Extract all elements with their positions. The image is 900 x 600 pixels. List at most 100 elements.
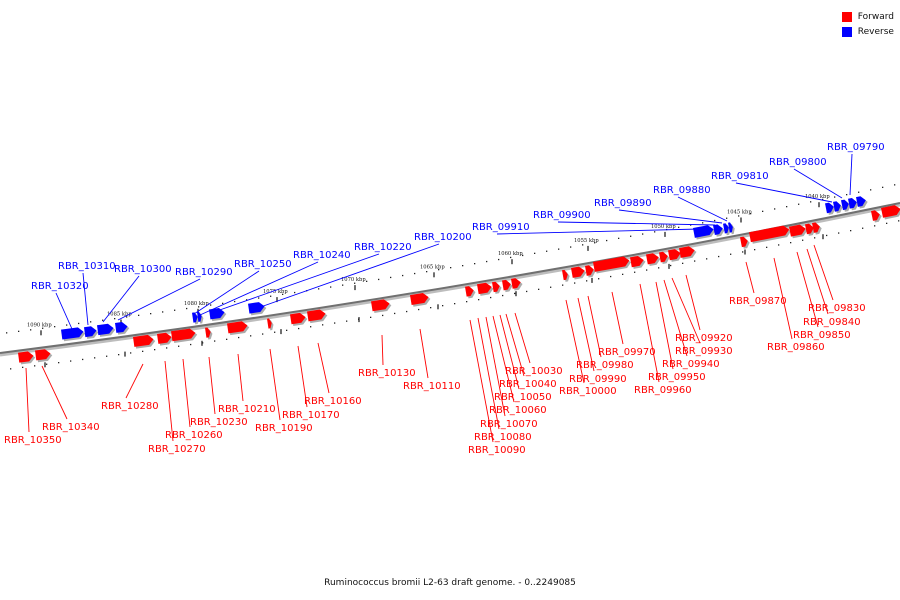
leader-line-reverse: [496, 228, 701, 235]
gene-arrow-reverse: [848, 198, 859, 211]
gene-body: [841, 199, 849, 211]
gene-label-forward: RBR_10280: [101, 401, 159, 412]
ruler-dot-top: [330, 286, 332, 288]
gene-body: [740, 236, 748, 248]
ruler-dot-top: [498, 258, 500, 261]
ruler-dot-top: [786, 206, 788, 208]
ruler-dot-bottom: [406, 310, 408, 313]
leader-line-forward: [587, 295, 602, 358]
leader-line-forward: [269, 348, 281, 421]
gene-body: [171, 328, 196, 342]
gene-arrow-forward: [410, 292, 431, 307]
gene-body: [728, 222, 733, 233]
ruler-dot-bottom: [766, 246, 768, 248]
gene-label-reverse: RBR_09900: [533, 210, 591, 221]
ruler-dot-bottom: [478, 299, 480, 301]
leader-lines: [25, 153, 853, 443]
ruler-dot-bottom: [550, 286, 552, 288]
gene-body: [209, 308, 225, 320]
leader-line-forward: [164, 360, 174, 442]
leader-line-forward: [237, 353, 244, 402]
gene-arrow-reverse: [728, 222, 735, 235]
gene-arrow-forward: [659, 251, 670, 265]
gene-arrow-forward: [881, 205, 900, 220]
gene-arrow-forward: [502, 279, 513, 293]
ruler-dot-bottom: [442, 305, 444, 307]
gene-arrow-forward: [307, 309, 328, 324]
ruler-dot-top: [378, 278, 380, 281]
ruler-dot-top: [66, 324, 68, 326]
gene-body: [157, 332, 172, 344]
gene-label-forward: RBR_09990: [569, 374, 627, 385]
ruler-dot-bottom: [34, 365, 36, 367]
gene-arrow-reverse: [197, 311, 204, 324]
leader-line-forward: [499, 314, 520, 390]
gene-arrow-forward: [171, 328, 198, 343]
leader-line-forward: [685, 274, 701, 331]
gene-label-forward: RBR_10080: [474, 432, 532, 443]
legend-reverse-label: Reverse: [857, 26, 894, 37]
ruler-dot-top: [798, 203, 800, 205]
ruler-dot-top: [738, 215, 740, 217]
gene-label-forward: RBR_09950: [648, 372, 706, 383]
leader-line-reverse: [82, 272, 89, 326]
ruler-dot-bottom: [142, 350, 144, 352]
ruler-dot-top: [810, 201, 812, 203]
ruler-dot-bottom: [22, 366, 24, 368]
ruler-dot-top: [90, 321, 92, 323]
gene-label-reverse: RBR_10220: [354, 242, 412, 253]
gene-arrow-forward: [492, 281, 502, 294]
tick-label: 1085 kbp: [107, 312, 132, 318]
gene-arrow-reverse: [841, 199, 851, 212]
ruler-dot-top: [714, 219, 716, 222]
ruler-dot-top: [18, 330, 20, 332]
leader-line-forward: [745, 261, 755, 294]
gene-body: [871, 210, 880, 221]
ruler-dot-top: [726, 217, 728, 219]
ruler-dot-bottom: [394, 312, 396, 315]
leader-line-reverse: [102, 275, 140, 323]
legend-forward: Forward: [841, 9, 894, 24]
ruler-dot-top: [594, 242, 596, 244]
gene-arrow-forward: [511, 278, 523, 291]
gene-body: [511, 278, 521, 289]
gene-label-reverse: RBR_10290: [175, 267, 233, 278]
gene-body: [856, 196, 866, 207]
ruler-dot-bottom: [466, 301, 468, 303]
ruler-dot-bottom: [226, 338, 228, 340]
ruler-dot-bottom: [370, 316, 372, 318]
gene-arrow-forward: [267, 318, 274, 331]
ruler-dot-bottom: [82, 358, 84, 361]
gene-arrow-forward: [227, 321, 250, 336]
gene-label-forward: RBR_10210: [218, 404, 276, 415]
gene-arrow-forward: [749, 225, 792, 244]
ruler-dot-top: [78, 322, 80, 325]
gene-body: [693, 225, 714, 238]
ruler-dot-top: [834, 196, 836, 198]
gene-body: [668, 249, 681, 261]
leader-line-forward: [655, 281, 674, 370]
ruler-dot-top: [690, 224, 692, 226]
ruler-dot-top: [642, 233, 644, 235]
ruler-dot-bottom: [754, 249, 756, 251]
leader-line-forward: [125, 363, 144, 399]
scale-dots: [6, 184, 900, 370]
ruler-dot-bottom: [790, 242, 792, 244]
gene-body: [812, 222, 820, 233]
gene-body: [197, 311, 202, 322]
gene-arrow-forward: [477, 282, 494, 296]
ruler-dot-bottom: [274, 331, 276, 333]
ruler-dot-top: [414, 272, 416, 275]
gene-label-forward: RBR_10270: [148, 444, 206, 455]
gene-arrow-reverse: [693, 225, 716, 240]
ruler-dot-top: [54, 326, 56, 328]
ruler-dot-top: [606, 239, 608, 242]
ruler-dot-top: [174, 309, 176, 311]
gene-arrow-reverse: [97, 323, 116, 337]
gene-label-forward: RBR_10170: [282, 410, 340, 421]
gene-label-reverse: RBR_10310: [58, 261, 116, 272]
gene-body: [630, 255, 644, 268]
reverse-swatch: [841, 26, 852, 37]
gene-label-forward: RBR_09840: [803, 317, 861, 328]
gene-body: [585, 265, 594, 276]
